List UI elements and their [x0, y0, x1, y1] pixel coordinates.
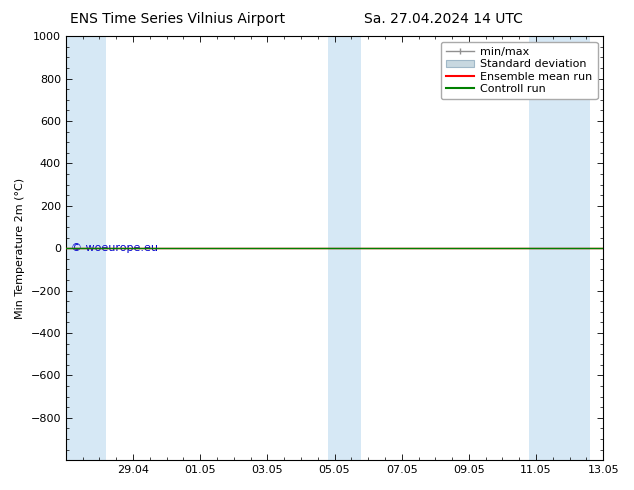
- Y-axis label: Min Temperature 2m (°C): Min Temperature 2m (°C): [15, 177, 25, 318]
- Bar: [328, 36, 361, 460]
- Bar: [529, 36, 590, 460]
- Text: Sa. 27.04.2024 14 UTC: Sa. 27.04.2024 14 UTC: [365, 12, 523, 26]
- Bar: [66, 36, 107, 460]
- Legend: min/max, Standard deviation, Ensemble mean run, Controll run: min/max, Standard deviation, Ensemble me…: [441, 42, 598, 99]
- Text: ENS Time Series Vilnius Airport: ENS Time Series Vilnius Airport: [70, 12, 285, 26]
- Text: © woeurope.eu: © woeurope.eu: [71, 243, 158, 253]
